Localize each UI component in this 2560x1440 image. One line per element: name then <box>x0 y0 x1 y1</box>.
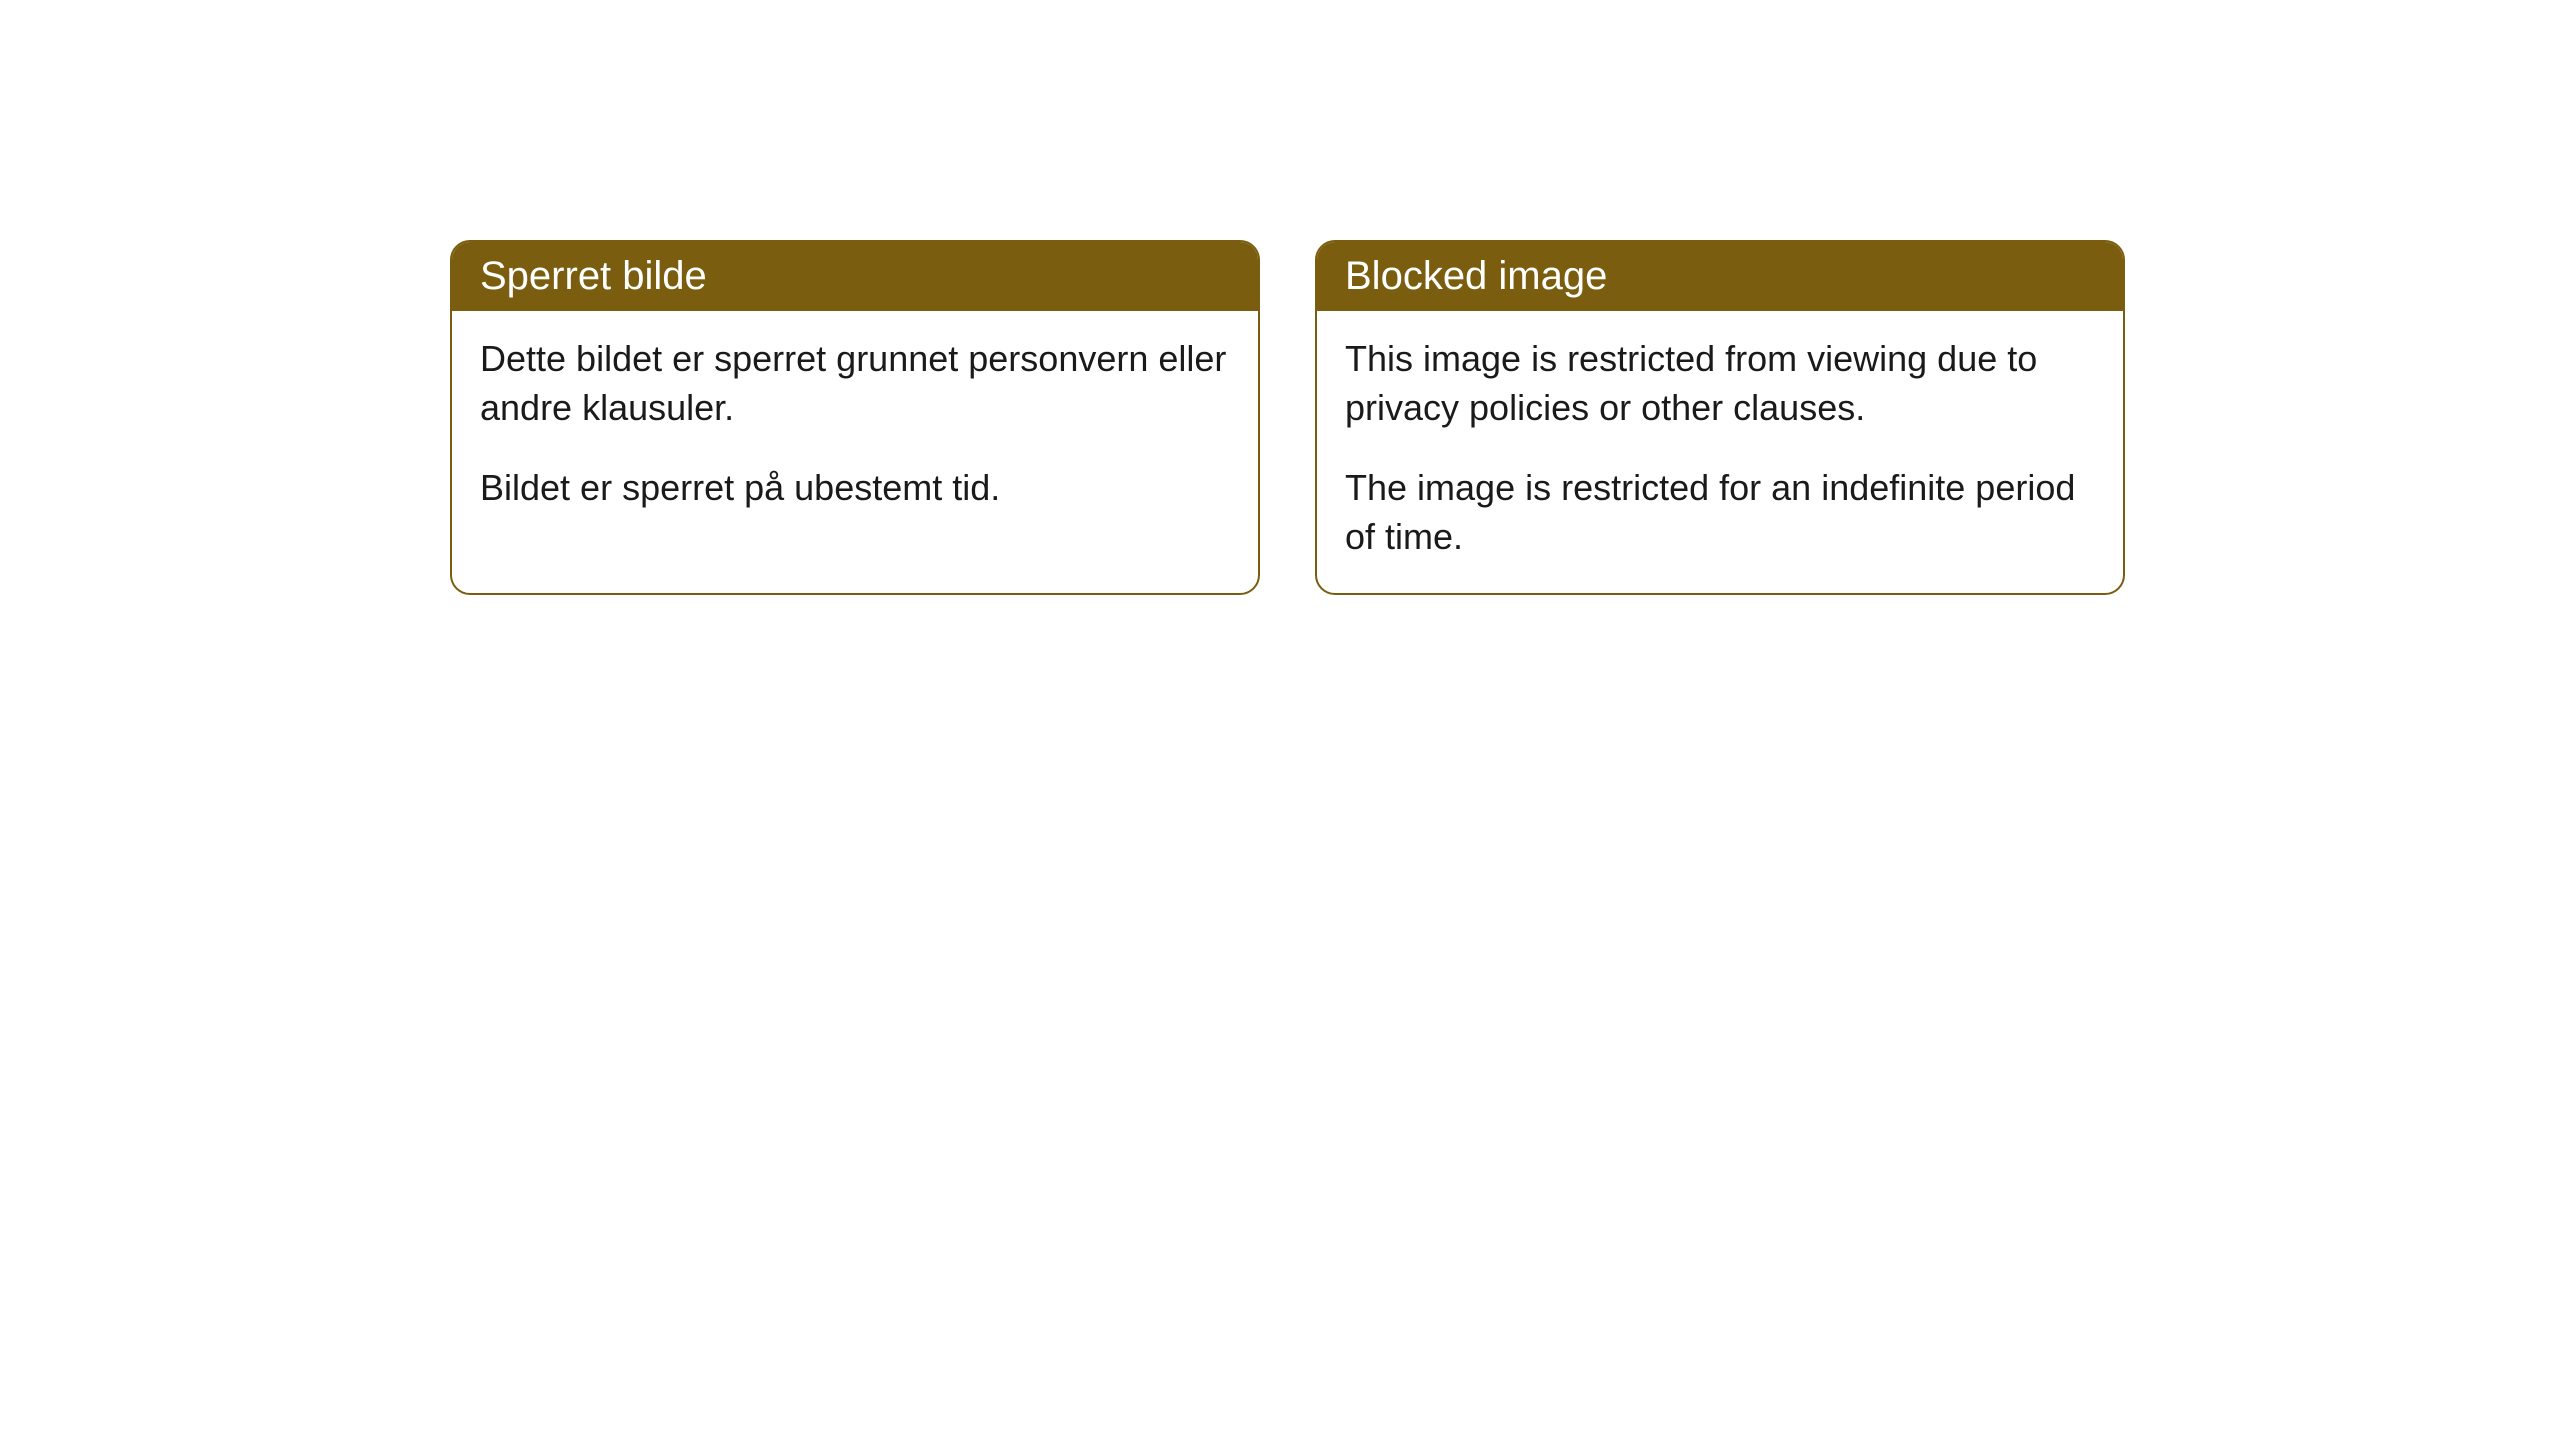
card-body: This image is restricted from viewing du… <box>1317 311 2123 593</box>
notice-cards-container: Sperret bilde Dette bildet er sperret gr… <box>450 240 2125 595</box>
card-body: Dette bildet er sperret grunnet personve… <box>452 311 1258 545</box>
card-title: Sperret bilde <box>480 254 707 298</box>
card-paragraph: Dette bildet er sperret grunnet personve… <box>480 335 1230 432</box>
card-paragraph: This image is restricted from viewing du… <box>1345 335 2095 432</box>
card-header: Sperret bilde <box>452 242 1258 311</box>
notice-card-english: Blocked image This image is restricted f… <box>1315 240 2125 595</box>
notice-card-norwegian: Sperret bilde Dette bildet er sperret gr… <box>450 240 1260 595</box>
card-paragraph: Bildet er sperret på ubestemt tid. <box>480 464 1230 513</box>
card-header: Blocked image <box>1317 242 2123 311</box>
card-title: Blocked image <box>1345 254 1607 298</box>
card-paragraph: The image is restricted for an indefinit… <box>1345 464 2095 561</box>
